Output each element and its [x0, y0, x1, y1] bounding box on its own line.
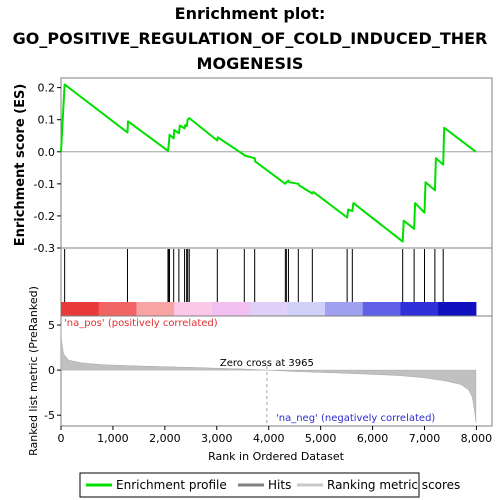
- chart-title-line-2: GO_POSITIVE_REGULATION_OF_COLD_INDUCED_T…: [13, 29, 488, 48]
- x-tick-label: 7,000: [409, 432, 441, 445]
- es-y-ticks: -0.3 -0.2 -0.1 0.0 0.1 0.2: [34, 82, 61, 255]
- es-panel: -0.3 -0.2 -0.1 0.0 0.1 0.2 Enrichment score (…: [13, 77, 493, 255]
- gradient-segment: [136, 302, 175, 316]
- gradient-segment: [174, 302, 213, 316]
- legend-label-enrichment: Enrichment profile: [116, 478, 227, 492]
- x-tick-label: 3,000: [201, 432, 233, 445]
- es-y-tick-label: 0.1: [38, 114, 56, 127]
- metric-y-axis-label: Ranked list metric (PreRanked): [27, 286, 40, 456]
- neg-correlated-label: 'na_neg' (negatively correlated): [276, 413, 435, 424]
- x-axis-label: Rank in Ordered Dataset: [208, 450, 345, 463]
- x-axis: 0 1,000 2,000 3,000 4,000 5,000 6,000 7,000 8,00…: [58, 426, 493, 445]
- x-tick-label: 8,000: [461, 432, 493, 445]
- ranking-gradient-bar: [61, 302, 477, 316]
- ranking-metric-area: [60, 324, 477, 423]
- legend-label-hits: Hits: [268, 478, 291, 492]
- metric-area: [60, 324, 477, 423]
- gradient-segment: [400, 302, 439, 316]
- es-y-axis-label: Enrichment score (ES): [13, 84, 28, 247]
- metric-panel: -505 Zero cross at 3965 'na_pos' (positi…: [27, 286, 493, 456]
- x-tick-label: 4,000: [253, 432, 285, 445]
- es-y-tick-label: -0.3: [34, 242, 55, 255]
- zero-cross-label: Zero cross at 3965: [220, 358, 314, 369]
- es-panel-frame: [60, 77, 493, 249]
- pos-correlated-label: 'na_pos' (positively correlated): [64, 318, 218, 329]
- x-tick-label: 1,000: [97, 432, 129, 445]
- es-y-tick-label: 0.2: [38, 82, 56, 95]
- metric-y-tick-label: 5: [48, 319, 55, 332]
- hit-lines: [64, 249, 444, 302]
- legend: Enrichment profile Hits Ranking metric s…: [79, 472, 460, 498]
- gradient-segment: [98, 302, 137, 316]
- x-tick-label: 5,000: [305, 432, 337, 445]
- gradient-segment: [287, 302, 326, 316]
- es-y-tick-label: -0.1: [34, 178, 55, 191]
- gradient-segment: [61, 302, 100, 316]
- gradient-segment: [211, 302, 251, 316]
- gradient-segment: [325, 302, 364, 316]
- hits-panel: [60, 247, 493, 317]
- metric-y-ticks: -5 0 5: [44, 319, 61, 422]
- enrichment-profile-line: [60, 83, 477, 243]
- es-series: [60, 83, 477, 243]
- gradient-segment: [438, 302, 477, 316]
- es-y-tick-label: -0.2: [34, 210, 55, 223]
- chart-title-line-3: MOGENESIS: [197, 54, 304, 73]
- gradient-segment: [362, 302, 401, 316]
- chart-title-line-1: Enrichment plot:: [175, 4, 326, 23]
- metric-y-tick-label: 0: [48, 364, 55, 377]
- x-tick-label: 2,000: [149, 432, 181, 445]
- es-y-tick-label: 0.0: [38, 146, 56, 159]
- x-tick-label: 6,000: [357, 432, 389, 445]
- legend-label-ranking: Ranking metric scores: [327, 478, 460, 492]
- gradient-segment: [249, 302, 288, 316]
- x-tick-label: 0: [58, 432, 65, 445]
- metric-y-tick-label: -5: [44, 409, 55, 422]
